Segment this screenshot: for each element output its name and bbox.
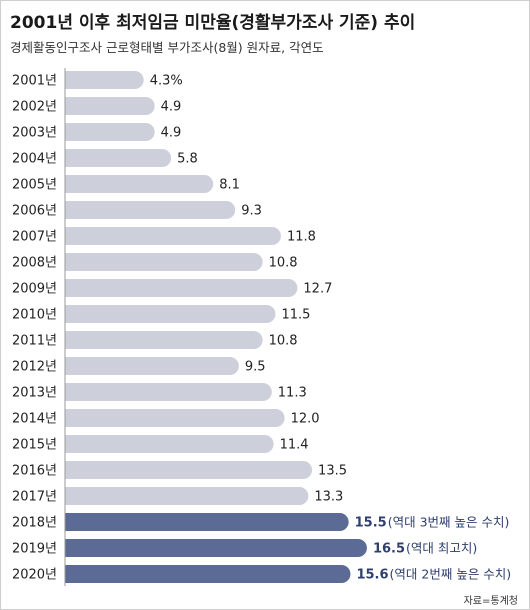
bar — [65, 435, 274, 453]
annotation-label: (역대 최고치) — [406, 541, 477, 556]
data-label: 16.5 — [373, 542, 405, 557]
annotation-label: (역대 2번째 높은 수치) — [390, 567, 512, 582]
bar — [65, 253, 263, 271]
y-tick-label: 2004년 — [12, 152, 57, 167]
bar — [65, 149, 172, 167]
data-label: 9.3 — [241, 204, 262, 219]
y-tick-label: 2013년 — [12, 386, 57, 401]
bar — [65, 331, 263, 349]
data-label: 12.7 — [303, 282, 332, 297]
source-note: 자료=통계청 — [463, 596, 518, 607]
data-label: 4.9 — [161, 126, 182, 141]
data-label: 8.1 — [219, 178, 240, 193]
bar — [65, 279, 298, 297]
y-tick-label: 2003년 — [12, 126, 57, 141]
y-tick-label: 2015년 — [12, 438, 57, 453]
data-label: 13.3 — [314, 490, 343, 505]
data-label: 11.4 — [280, 438, 309, 453]
data-label: 12.0 — [291, 412, 320, 427]
y-tick-label: 2001년 — [12, 74, 57, 89]
data-label: 5.8 — [177, 152, 198, 167]
bar — [65, 175, 214, 193]
bar — [65, 409, 285, 427]
chart-title: 2001년 이후 최저임금 미만율(경활부가조사 기준) 추이 — [10, 13, 416, 33]
y-tick-label: 2005년 — [12, 178, 57, 193]
data-label: 10.8 — [269, 256, 298, 271]
data-label: 15.5 — [355, 516, 387, 531]
bar — [65, 305, 276, 323]
bar — [65, 487, 309, 505]
y-tick-label: 2018년 — [12, 516, 57, 531]
data-label: 4.3% — [150, 74, 183, 89]
data-label: 4.9 — [161, 100, 182, 115]
bar — [65, 227, 281, 245]
y-tick-label: 2014년 — [12, 412, 57, 427]
bar — [65, 357, 239, 375]
y-tick-label: 2011년 — [12, 334, 57, 349]
data-label: 15.6 — [356, 568, 388, 583]
bar — [65, 201, 236, 219]
y-tick-label: 2007년 — [12, 230, 57, 245]
bar — [65, 71, 144, 89]
bar — [65, 461, 313, 479]
data-label: 10.8 — [269, 334, 298, 349]
y-tick-label: 2019년 — [12, 542, 57, 557]
bar — [65, 513, 349, 531]
y-tick-label: 2010년 — [12, 308, 57, 323]
bar — [65, 97, 155, 115]
y-tick-label: 2020년 — [12, 568, 57, 583]
bar — [65, 383, 272, 401]
data-label: 11.5 — [281, 308, 310, 323]
data-label: 11.3 — [278, 386, 307, 401]
bar — [65, 539, 367, 557]
annotation-label: (역대 3번째 높은 수치) — [388, 515, 510, 530]
y-tick-label: 2017년 — [12, 490, 57, 505]
y-tick-label: 2016년 — [12, 464, 57, 479]
y-tick-label: 2008년 — [12, 256, 57, 271]
bar — [65, 565, 351, 583]
data-label: 9.5 — [245, 360, 266, 375]
y-tick-label: 2009년 — [12, 282, 57, 297]
y-tick-label: 2012년 — [12, 360, 57, 375]
y-tick-label: 2002년 — [12, 100, 57, 115]
data-label: 11.8 — [287, 230, 316, 245]
bar — [65, 123, 155, 141]
chart-subtitle: 경제활동인구조사 근로형태별 부가조사(8월) 원자료, 각연도 — [10, 40, 324, 55]
data-label: 13.5 — [318, 464, 347, 479]
y-tick-label: 2006년 — [12, 204, 57, 219]
